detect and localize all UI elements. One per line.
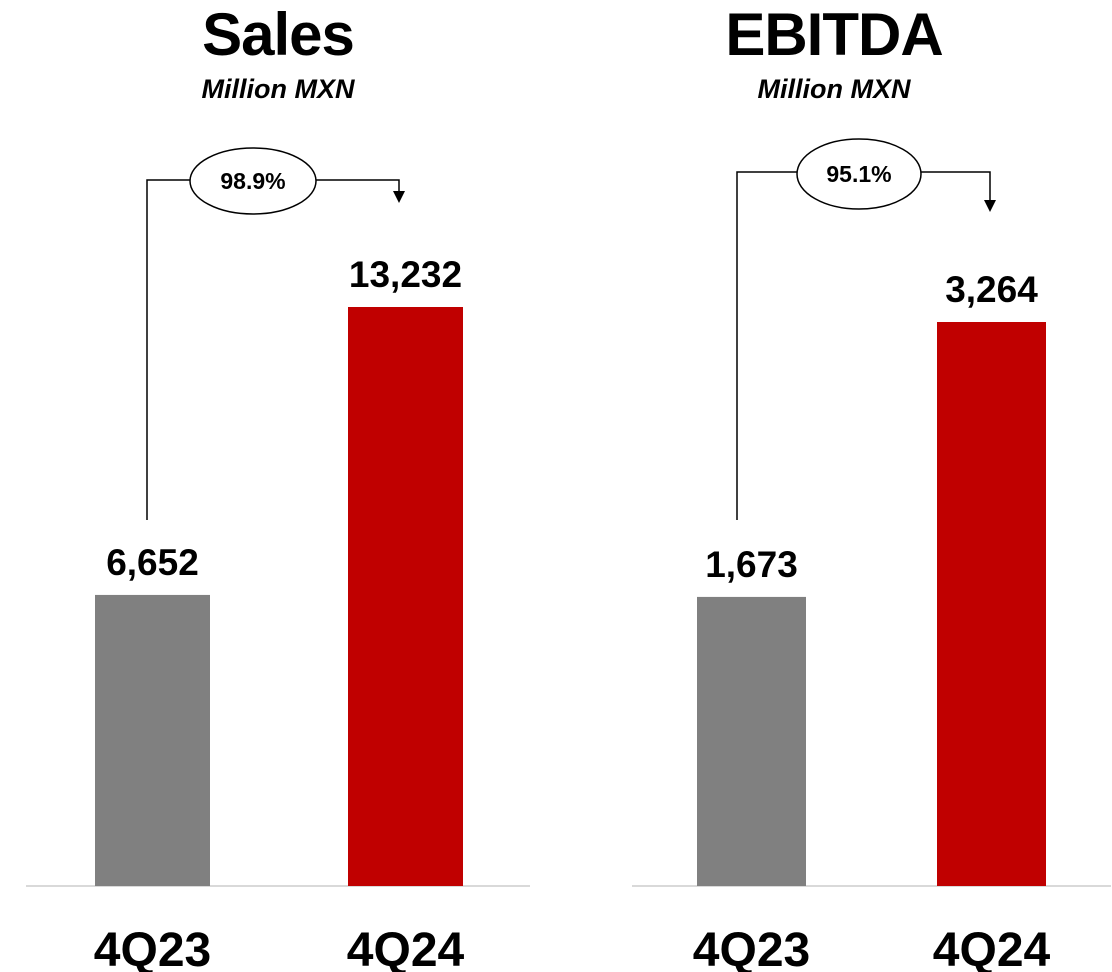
growth-arrowhead: [393, 191, 405, 203]
bar-4q23: [697, 596, 806, 886]
growth-percentage-label: 95.1%: [826, 161, 891, 187]
bar-value-label: 3,264: [945, 269, 1038, 310]
growth-percentage-label: 98.9%: [220, 168, 285, 194]
bar-4q23: [95, 594, 210, 886]
bar-4q24: [348, 307, 463, 886]
growth-connector-left: [736, 171, 797, 520]
chart-subtitle: Million MXN: [757, 74, 911, 104]
bar-value-label: 6,652: [106, 542, 199, 583]
growth-connector-right: [316, 179, 400, 193]
bar-4q24: [937, 322, 1046, 886]
category-label: 4Q24: [933, 924, 1051, 972]
bar-value-label: 1,673: [705, 544, 798, 585]
category-label: 4Q23: [693, 924, 810, 972]
sales-bar-chart: 6,652 4Q23 13,232 4Q24 98.9%: [26, 147, 530, 972]
ebitda-chart-panel: EBITDA Million MXN 1,673 4Q23 3,264 4Q24 95.…: [556, 0, 1112, 972]
growth-arrowhead: [984, 200, 996, 212]
growth-bubble: [189, 147, 317, 215]
chart-subtitle: Million MXN: [201, 74, 355, 104]
growth-connector-right: [921, 171, 991, 202]
growth-bubble: [796, 138, 922, 210]
category-label: 4Q24: [347, 924, 465, 972]
chart-title: Sales: [202, 1, 355, 68]
chart-title: EBITDA: [725, 1, 943, 68]
sales-chart-panel: Sales Million MXN 6,652 4Q23 13,232 4Q24 98.…: [26, 1, 530, 972]
ebitda-bar-chart: 1,673 4Q23 3,264 4Q24 95.1%: [632, 138, 1111, 972]
bar-value-label: 13,232: [349, 254, 462, 295]
category-label: 4Q23: [94, 924, 211, 972]
growth-connector-left: [146, 179, 190, 520]
